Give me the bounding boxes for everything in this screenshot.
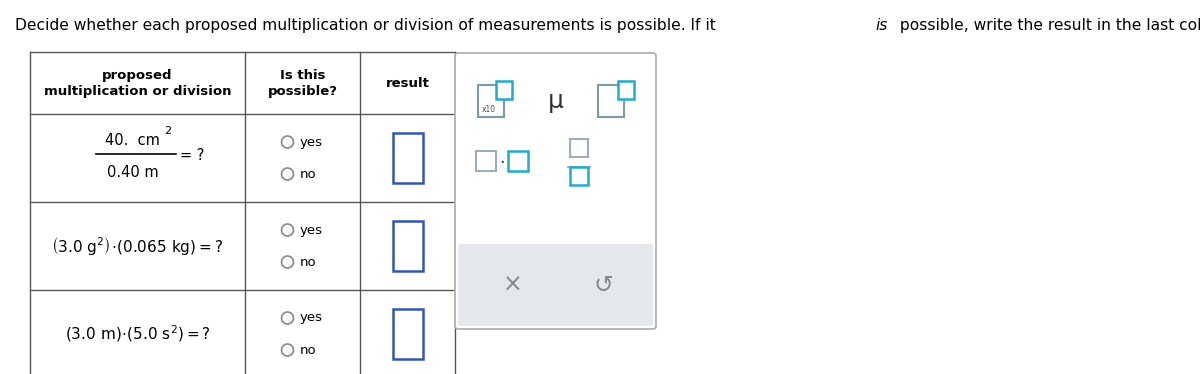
Text: ·: · <box>499 154 505 172</box>
FancyBboxPatch shape <box>458 244 653 326</box>
Bar <box>496 81 512 99</box>
Text: possible?: possible? <box>268 85 337 98</box>
Text: is: is <box>875 18 887 33</box>
Text: proposed: proposed <box>102 68 173 82</box>
Text: x10: x10 <box>482 104 496 113</box>
Text: no: no <box>300 168 316 181</box>
Bar <box>508 151 528 171</box>
Text: 2: 2 <box>164 126 172 136</box>
Text: $\left(3.0\ \mathrm{g}^{2}\right)\!\cdot\!\left(0.065\ \mathrm{kg}\right) = ?$: $\left(3.0\ \mathrm{g}^{2}\right)\!\cdot… <box>52 235 223 257</box>
Text: no: no <box>300 255 316 269</box>
Text: μ: μ <box>548 89 564 113</box>
Bar <box>598 85 624 117</box>
Bar <box>392 221 422 271</box>
Text: yes: yes <box>300 224 323 236</box>
Text: $\left(3.0\ \mathrm{m}\right)\!\cdot\!\left(5.0\ \mathrm{s}^{2}\right) = ?$: $\left(3.0\ \mathrm{m}\right)\!\cdot\!\l… <box>65 324 210 344</box>
Text: no: no <box>300 343 316 356</box>
Bar <box>478 85 504 117</box>
Text: 0.40 m: 0.40 m <box>107 165 158 180</box>
Bar <box>570 139 588 157</box>
Text: = ?: = ? <box>180 147 204 162</box>
Text: possible, write the result in the last column of the table.: possible, write the result in the last c… <box>895 18 1200 33</box>
Bar <box>570 167 588 185</box>
Text: ↺: ↺ <box>593 273 613 297</box>
Bar <box>392 133 422 183</box>
Text: multiplication or division: multiplication or division <box>43 85 232 98</box>
Bar <box>392 309 422 359</box>
Text: 40.  cm: 40. cm <box>106 132 160 147</box>
Text: yes: yes <box>300 135 323 148</box>
Bar <box>476 151 496 171</box>
Text: yes: yes <box>300 312 323 325</box>
Text: ×: × <box>503 273 523 297</box>
Bar <box>618 81 634 99</box>
Text: Is this: Is this <box>280 68 325 82</box>
Text: Decide whether each proposed multiplication or division of measurements is possi: Decide whether each proposed multiplicat… <box>14 18 721 33</box>
Text: result: result <box>385 77 430 89</box>
FancyBboxPatch shape <box>455 53 656 329</box>
